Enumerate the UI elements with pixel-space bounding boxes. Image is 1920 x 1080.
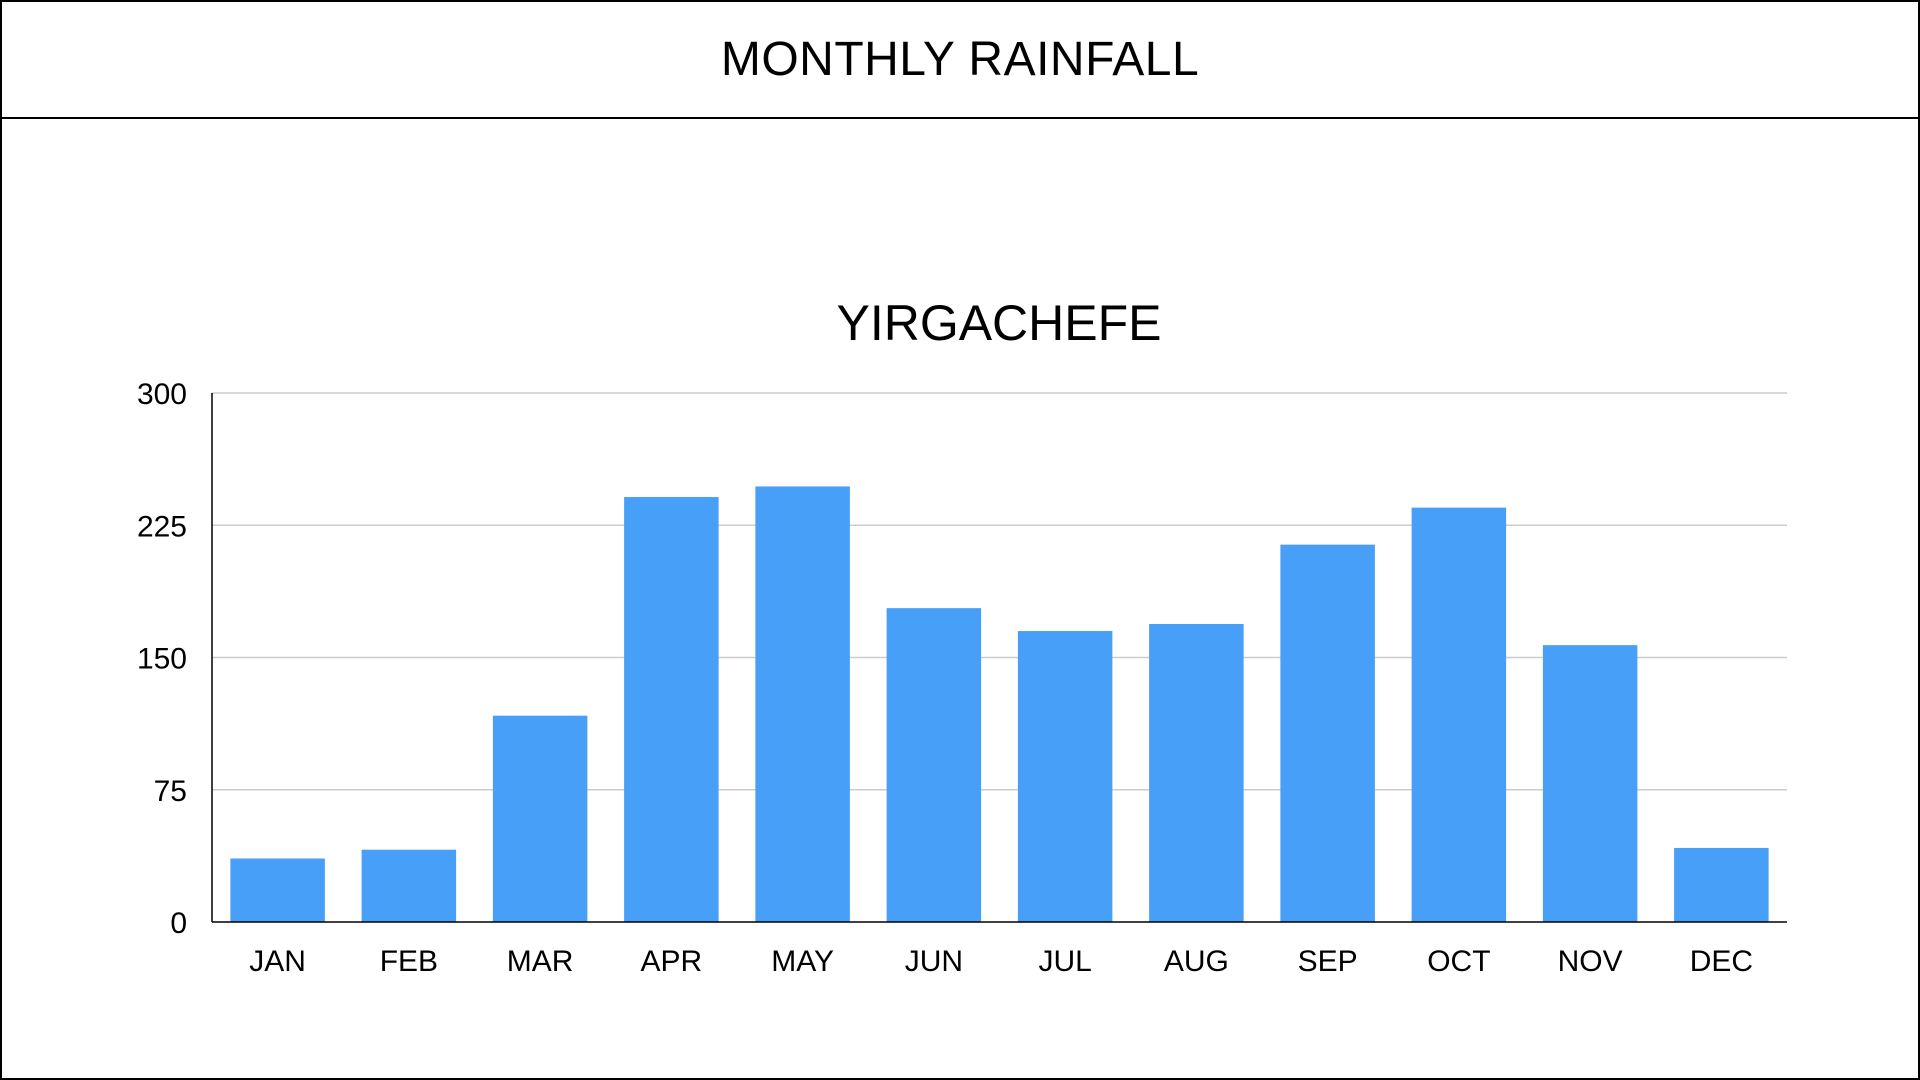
y-tick-label: 0 — [170, 907, 187, 940]
x-tick-label: JAN — [249, 945, 306, 978]
page-title: MONTHLY RAINFALL — [720, 33, 1200, 86]
x-tick-label: SEP — [1298, 945, 1358, 978]
x-tick-label: DEC — [1690, 945, 1753, 978]
x-tick-label: MAR — [507, 945, 574, 978]
x-tick-label: FEB — [380, 945, 438, 978]
x-tick-label: AUG — [1164, 945, 1229, 978]
header-bar: MONTHLY RAINFALL — [2, 2, 1918, 119]
x-tick-label: APR — [641, 945, 703, 978]
bar-apr — [624, 497, 719, 922]
bar-aug — [1149, 623, 1244, 922]
y-tick-label: 225 — [137, 510, 187, 543]
bar-oct — [1411, 507, 1507, 922]
bar-jan — [230, 858, 325, 922]
x-tick-label: MAY — [771, 945, 834, 978]
x-axis-tick-labels: JAN FEB MAR APR MAY JUN JUL AUG SEP OCT NOV DEC — [249, 945, 1753, 978]
x-tick-label: NOV — [1558, 945, 1623, 978]
chart-title: YIRGACHEFE — [836, 295, 1161, 351]
x-tick-label: OCT — [1427, 945, 1490, 978]
y-tick-label: 150 — [137, 643, 187, 676]
y-tick-label: 75 — [154, 775, 187, 808]
bar-jun — [886, 608, 982, 922]
bar-jul — [1017, 631, 1113, 922]
y-axis-tick-labels: 0 75 150 225 300 — [137, 378, 187, 940]
bar-dec — [1674, 847, 1769, 922]
bar-mar — [492, 715, 588, 922]
x-tick-label: JUL — [1038, 945, 1091, 978]
bar-nov — [1542, 645, 1638, 922]
y-tick-label: 300 — [137, 378, 187, 411]
bar-feb — [361, 849, 457, 922]
bar-sep — [1280, 544, 1375, 922]
bars — [230, 486, 1769, 922]
x-tick-label: JUN — [905, 945, 963, 978]
bar-may — [755, 486, 850, 922]
gridlines — [212, 392, 1787, 791]
